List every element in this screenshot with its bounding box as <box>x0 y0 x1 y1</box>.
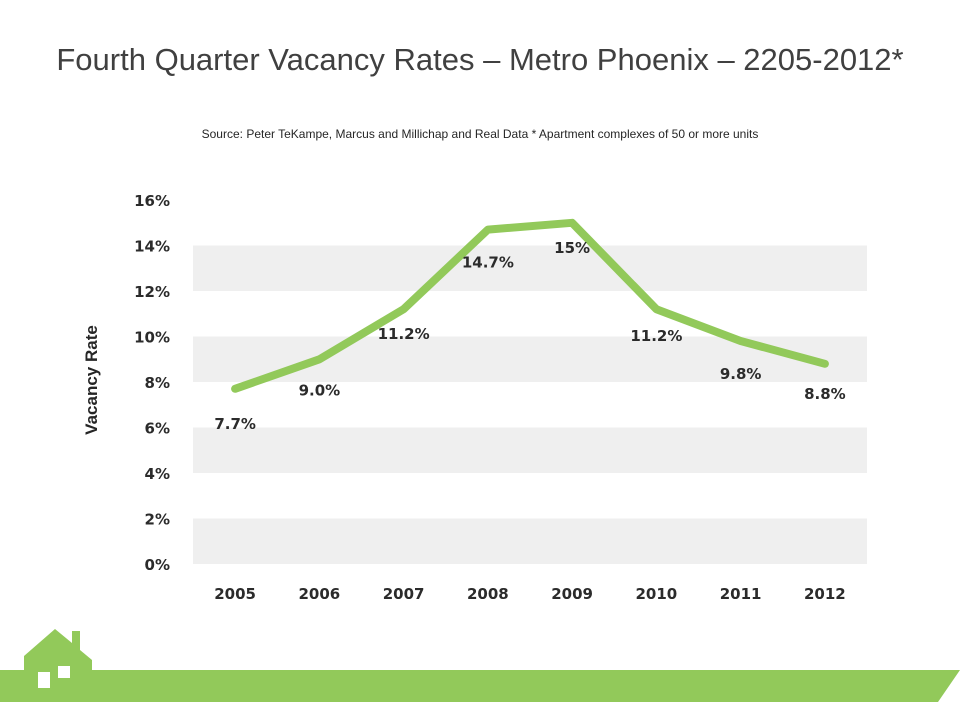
x-axis-ticks: 2005 2006 2007 2008 2009 2010 2011 2012 <box>214 585 846 603</box>
data-label: 11.2% <box>630 327 682 345</box>
grid-band <box>193 518 867 564</box>
grid-band <box>193 245 867 291</box>
data-label: 9.0% <box>299 381 341 399</box>
x-tick-label: 2009 <box>551 585 593 603</box>
y-tick-label: 2% <box>145 511 170 529</box>
grid-band <box>193 336 867 382</box>
house-icon <box>24 629 92 700</box>
y-tick-label: 10% <box>134 329 170 347</box>
y-tick-label: 14% <box>134 238 170 256</box>
footer-band <box>0 670 960 702</box>
y-tick-label: 8% <box>145 374 170 392</box>
footer-bar <box>0 629 960 702</box>
y-tick-label: 4% <box>145 465 170 483</box>
x-tick-label: 2006 <box>299 585 341 603</box>
grid-band <box>193 427 867 473</box>
series-line <box>231 218 829 393</box>
chart-subtitle: Source: Peter TeKampe, Marcus and Millic… <box>201 127 759 141</box>
x-tick-label: 2011 <box>720 585 762 603</box>
y-tick-label: 16% <box>134 192 170 210</box>
data-label: 15% <box>554 239 590 257</box>
y-axis-ticks: 0% 2% 4% 6% 8% 10% 12% 14% 16% <box>134 192 170 574</box>
data-label: 14.7% <box>462 254 514 272</box>
y-tick-label: 6% <box>145 420 170 438</box>
data-label: 7.7% <box>214 415 256 433</box>
chart-title: Fourth Quarter Vacancy Rates – Metro Pho… <box>56 42 904 77</box>
x-tick-label: 2008 <box>467 585 509 603</box>
y-tick-label: 0% <box>145 556 170 574</box>
grid-bands <box>193 245 867 564</box>
data-labels: 7.7% 9.0% 11.2% 14.7% 15% 11.2% 9.8% 8.8% <box>214 239 845 433</box>
vacancy-line-chart: 0%2%4%6%8%10%12%14%16% 2005 2006 2007 2008 2… <box>82 192 867 603</box>
y-axis-label: Vacancy Rate <box>82 325 101 435</box>
x-tick-label: 2012 <box>804 585 846 603</box>
data-label: 9.8% <box>720 365 762 383</box>
data-label: 11.2% <box>378 325 430 343</box>
x-tick-label: 2007 <box>383 585 425 603</box>
y-tick-label: 12% <box>134 283 170 301</box>
x-tick-label: 2010 <box>636 585 678 603</box>
x-tick-label: 2005 <box>214 585 256 603</box>
data-label: 8.8% <box>804 385 846 403</box>
